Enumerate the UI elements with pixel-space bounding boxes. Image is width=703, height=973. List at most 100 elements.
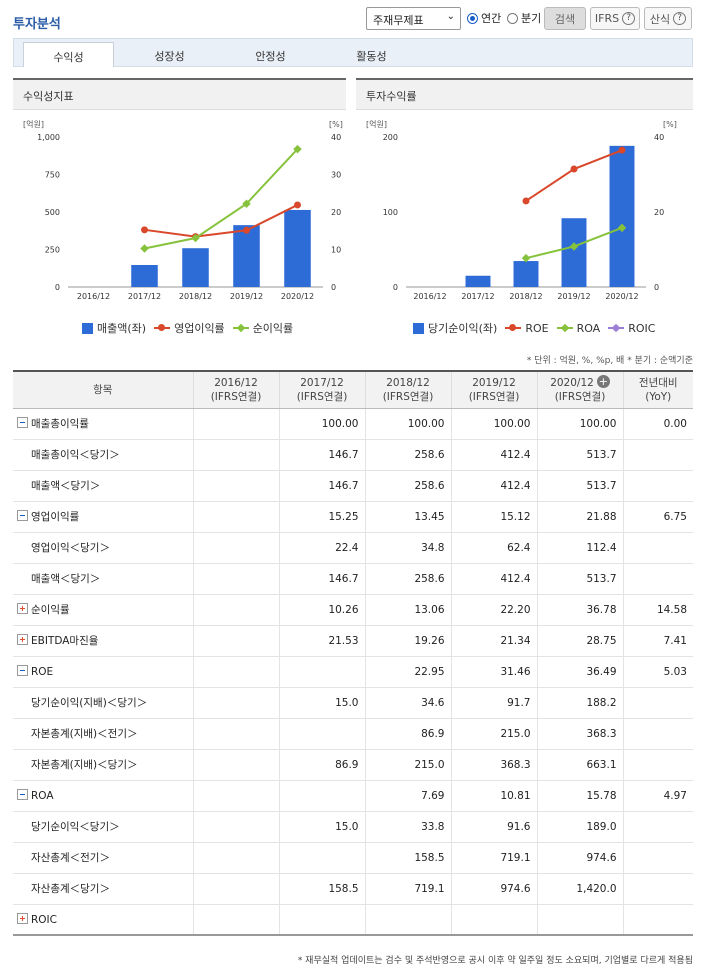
value-cell (192, 656, 279, 688)
tab-profitability[interactable]: 수익성 (23, 42, 114, 67)
collapse-minus-icon[interactable] (17, 789, 28, 800)
legend-item[interactable]: 영업이익률 (154, 320, 225, 336)
table-row: 자산총계＜당기＞ 158.5 719.1 974.6 1,420.0 (13, 873, 693, 905)
legend-item[interactable]: ROE (505, 321, 549, 335)
footer-note: * 재무실적 업데이트는 검수 및 주석반영으로 공시 이후 약 일주일 정도 … (297, 956, 693, 966)
value-cell: 158.5 (278, 873, 365, 905)
data-point[interactable] (618, 146, 626, 154)
value-cell: 22.95 (364, 656, 451, 688)
bar[interactable] (182, 248, 209, 287)
data-point[interactable] (522, 197, 530, 205)
value-cell: 158.5 (364, 842, 451, 874)
bar[interactable] (465, 275, 491, 287)
value-cell (278, 842, 365, 874)
financial-table: 항목 2016/12 (IFRS연결) 2017/12 (IFRS연결) 2018/12(… (13, 370, 693, 936)
formula-help-button[interactable]: 산식 ? (644, 7, 692, 30)
row-label-cell: 매출총이익률 (13, 408, 193, 440)
row-label: 자산총계＜전기＞ (31, 852, 110, 864)
formula-label: 산식 (649, 12, 671, 26)
table-row: 자본총계(지배)＜전기＞ 86.9 215.0 368.3 (13, 718, 693, 750)
data-point[interactable] (140, 244, 149, 253)
y-left-tick-label: 750 (45, 171, 60, 180)
legend-item[interactable]: ROIC (608, 322, 655, 335)
bar[interactable] (284, 209, 311, 287)
row-label-cell: 자산총계＜전기＞ (13, 842, 193, 874)
tab-activity[interactable]: 활동성 (356, 50, 387, 63)
value-cell: 31.46 (450, 656, 537, 688)
collapse-minus-icon[interactable] (17, 510, 28, 521)
bar[interactable] (609, 145, 635, 287)
value-cell: 62.4 (450, 532, 537, 564)
bar[interactable] (513, 261, 539, 287)
legend-item[interactable]: 순이익률 (232, 320, 293, 336)
expand-plus-icon[interactable] (17, 603, 28, 614)
row-label: ROA (31, 790, 54, 802)
row-label-cell: EBITDA마진율 (13, 625, 193, 657)
data-point[interactable] (141, 226, 148, 234)
radio-checked-icon (467, 12, 478, 24)
value-cell: 188.2 (536, 687, 623, 719)
expand-plus-icon[interactable]: + (596, 375, 610, 389)
value-cell: 19.26 (364, 625, 451, 657)
table-body: 매출총이익률 100.00 100.00 100.00 100.00 0.00 매출총이익＜… (13, 408, 693, 936)
data-point[interactable] (243, 226, 250, 234)
data-point[interactable] (570, 165, 578, 173)
value-cell (622, 439, 693, 471)
collapse-minus-icon[interactable] (17, 417, 28, 428)
column-header-line1: 전년대비 (638, 376, 678, 389)
table-row: 자산총계＜전기＞ 158.5 719.1 974.6 (13, 842, 693, 874)
radio-annual[interactable]: 연간 (467, 10, 501, 26)
value-cell: 5.03 (622, 656, 693, 688)
value-cell (278, 904, 365, 936)
row-label: 자산총계＜당기＞ (31, 883, 110, 895)
x-tick-label: 2018/12 (509, 292, 542, 301)
bar[interactable] (233, 225, 260, 287)
statement-type-value: 주재무제표 (373, 14, 424, 27)
data-point[interactable] (191, 233, 200, 243)
data-point[interactable] (242, 199, 251, 208)
table-row: 영업이익＜당기＞ 22.4 34.8 62.4 112.4 (13, 532, 693, 564)
row-label: 매출총이익＜당기＞ (31, 449, 120, 461)
bar[interactable] (131, 264, 158, 287)
data-point[interactable] (521, 253, 531, 263)
legend-item[interactable]: 매출액(좌) (82, 320, 146, 336)
y-right-tick-label: 20 (331, 208, 341, 217)
radio-quarter-label: 분기 (521, 12, 542, 25)
tab-stability[interactable]: 안정성 (255, 50, 286, 63)
value-cell: 146.7 (278, 563, 365, 595)
value-cell: 15.25 (278, 501, 365, 533)
value-cell (622, 470, 693, 502)
legend-label: 매출액(좌) (97, 322, 147, 335)
y-left-tick-label: 500 (45, 208, 60, 217)
value-cell: 258.6 (364, 439, 451, 471)
value-cell (622, 749, 693, 781)
collapse-minus-icon[interactable] (17, 665, 28, 676)
value-cell: 100.00 (450, 408, 537, 440)
search-button[interactable]: 검색 (544, 7, 586, 30)
row-label: 당기순이익(지배)＜당기＞ (31, 697, 148, 709)
value-cell: 6.75 (622, 501, 693, 533)
expand-plus-icon[interactable] (17, 912, 28, 924)
legend-label: ROE (525, 321, 549, 335)
statement-type-select[interactable]: 주재무제표 ⌄ (366, 7, 461, 30)
table-row: 매출액＜당기＞ 146.7 258.6 412.4 513.7 (13, 563, 693, 595)
row-label-cell: 자본총계(지배)＜당기＞ (13, 749, 193, 781)
legend-item[interactable]: ROA (556, 322, 600, 335)
bar[interactable] (561, 218, 587, 287)
tab-growth[interactable]: 성장성 (154, 50, 185, 63)
ifrs-label: IFRS (594, 12, 620, 25)
table-header-row: 항목 2016/12 (IFRS연결) 2017/12 (IFRS연결) 2018/12(… (13, 371, 693, 409)
data-point[interactable] (294, 201, 301, 209)
right-axis-unit: [%] (329, 120, 343, 129)
radio-quarter[interactable]: 분기 (507, 10, 541, 26)
row-label: EBITDA마진율 (31, 635, 99, 647)
data-point[interactable] (293, 144, 302, 154)
series-line (144, 204, 298, 238)
ifrs-help-button[interactable]: IFRS ? (590, 7, 640, 30)
legend-item[interactable]: 당기순이익(좌) (413, 320, 497, 336)
value-cell (192, 687, 279, 719)
x-tick-label: 2017/12 (128, 292, 161, 301)
expand-plus-icon[interactable] (17, 634, 28, 645)
value-cell: 15.78 (536, 780, 623, 812)
profitability-panel-header: 수익성지표 (13, 78, 346, 110)
